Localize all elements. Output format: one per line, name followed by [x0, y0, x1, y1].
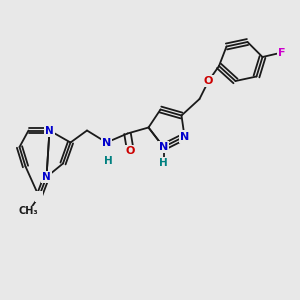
Text: N: N [42, 172, 51, 182]
Text: C: C [36, 192, 42, 201]
Text: H: H [103, 155, 112, 166]
Text: CH₃: CH₃ [19, 206, 38, 217]
Text: H: H [159, 158, 168, 169]
Text: N: N [159, 142, 168, 152]
Text: N: N [180, 131, 189, 142]
Text: F: F [278, 47, 286, 58]
Text: O: O [126, 146, 135, 157]
Text: O: O [204, 76, 213, 86]
Text: N: N [45, 125, 54, 136]
Text: N: N [102, 137, 111, 148]
